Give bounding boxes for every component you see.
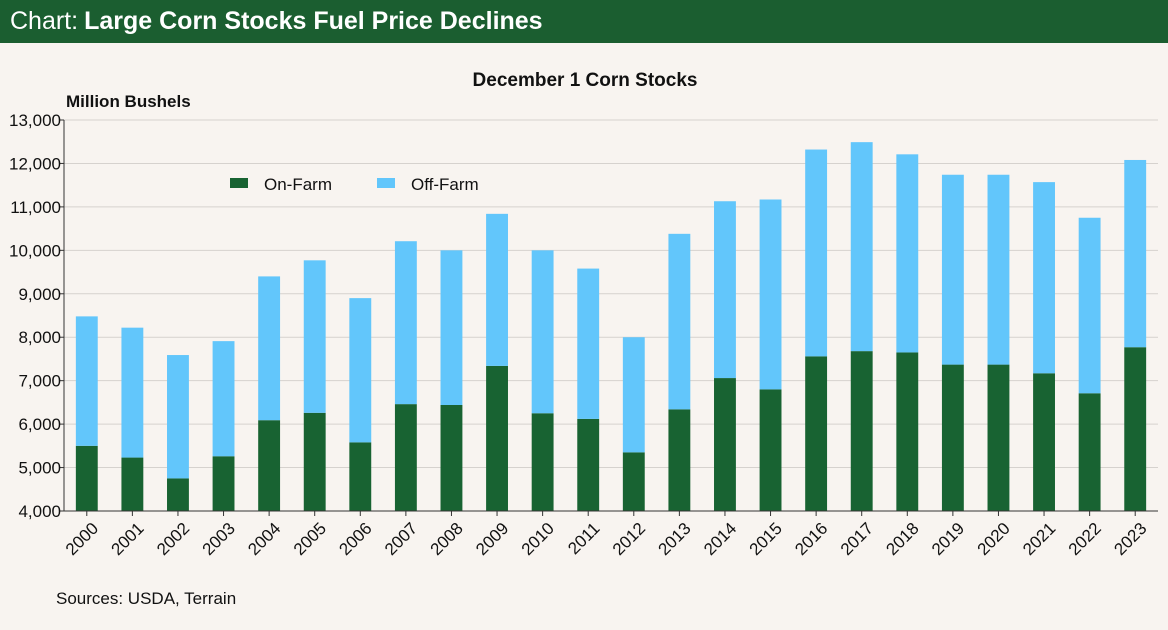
y-tick-label: 5,000 — [18, 459, 61, 478]
x-tick-label: 2006 — [335, 519, 375, 559]
bar-off-farm — [440, 250, 463, 405]
bar-on-farm — [1124, 347, 1147, 511]
bars — [75, 142, 1147, 511]
bar-off-farm — [1124, 159, 1147, 348]
bar-on-farm — [714, 378, 736, 511]
bar-on-farm — [349, 442, 372, 511]
x-tick-label: 2007 — [381, 519, 421, 559]
bar-on-farm — [805, 356, 828, 511]
y-axis-label: Million Bushels — [66, 92, 191, 111]
x-tick-label: 2005 — [290, 519, 330, 559]
bar-on-farm — [212, 456, 235, 511]
x-tick-label: 2020 — [974, 519, 1014, 559]
header-label: Chart: — [10, 7, 79, 35]
bar-off-farm — [1033, 182, 1055, 374]
bar-off-farm — [212, 341, 235, 457]
x-tick-label: 2001 — [108, 519, 148, 559]
bar-off-farm — [987, 174, 1010, 365]
bar-on-farm — [167, 478, 189, 511]
bar-off-farm — [75, 316, 98, 446]
source-note: Sources: USDA, Terrain — [56, 589, 237, 608]
y-tick-label: 7,000 — [18, 372, 61, 391]
bar-on-farm — [759, 389, 782, 511]
bar-on-farm — [987, 364, 1010, 511]
legend: On-Farm Off-Farm — [230, 175, 479, 194]
bar-off-farm — [349, 298, 372, 443]
bar-off-farm — [394, 241, 417, 405]
bar-off-farm — [622, 337, 645, 453]
x-tick-label: 2014 — [700, 519, 740, 559]
x-tick-label: 2004 — [244, 519, 284, 559]
bar-on-farm — [303, 412, 326, 511]
x-tick-label: 2017 — [837, 519, 877, 559]
bar-on-farm — [75, 445, 98, 511]
bar-off-farm — [668, 233, 691, 410]
bar-off-farm — [121, 327, 144, 458]
bar-on-farm — [622, 452, 645, 511]
bar-on-farm — [1033, 373, 1055, 511]
x-tick-label: 2016 — [791, 519, 831, 559]
y-tick-label: 4,000 — [18, 502, 61, 521]
bar-on-farm — [850, 351, 873, 511]
bar-off-farm — [303, 260, 326, 413]
bar-on-farm — [121, 457, 144, 511]
legend-label-off-farm: Off-Farm — [411, 175, 479, 194]
y-tick-label: 13,000 — [9, 111, 61, 130]
bar-on-farm — [531, 413, 554, 511]
bar-on-farm — [577, 418, 600, 511]
x-tick-label: 2019 — [928, 519, 968, 559]
bar-off-farm — [531, 250, 554, 414]
legend-swatch-on-farm — [230, 178, 248, 188]
legend-swatch-off-farm — [377, 178, 395, 188]
bar-on-farm — [258, 420, 281, 511]
bar-on-farm — [1078, 393, 1101, 511]
bar-on-farm — [394, 404, 417, 511]
bar-off-farm — [941, 174, 964, 365]
bar-on-farm — [486, 365, 508, 511]
bar-on-farm — [668, 409, 691, 511]
bar-off-farm — [805, 149, 828, 357]
y-tick-label: 10,000 — [9, 241, 61, 260]
bar-off-farm — [850, 142, 873, 352]
bar-off-farm — [1078, 217, 1101, 394]
y-tick-label: 11,000 — [10, 198, 61, 217]
grid-lines — [64, 119, 1158, 512]
bar-off-farm — [486, 213, 508, 366]
x-tick-label: 2022 — [1065, 519, 1105, 559]
bar-on-farm — [896, 352, 919, 511]
x-tick-label: 2008 — [427, 519, 467, 559]
bar-off-farm — [896, 154, 919, 353]
bar-on-farm — [440, 404, 463, 511]
x-tick-label: 2000 — [62, 519, 102, 559]
x-tick-label: 2002 — [153, 519, 193, 559]
y-tick-label: 12,000 — [9, 154, 61, 173]
x-tick-label: 2021 — [1019, 519, 1059, 559]
x-tick-label: 2009 — [472, 519, 512, 559]
bar-off-farm — [167, 355, 189, 479]
bar-on-farm — [941, 364, 964, 511]
x-tick-label: 2013 — [655, 519, 695, 559]
stacked-bar-chart: December 1 Corn Stocks Million Bushels 4… — [9, 70, 1158, 559]
x-tick-label: 2003 — [199, 519, 239, 559]
y-tick-label: 8,000 — [18, 328, 61, 347]
x-tick-label: 2010 — [518, 519, 558, 559]
header-title: Large Corn Stocks Fuel Price Declines — [84, 7, 543, 35]
x-tick-label: 2023 — [1110, 519, 1150, 559]
bar-off-farm — [258, 276, 281, 421]
x-tick-label: 2015 — [746, 519, 786, 559]
x-tick-label: 2012 — [609, 519, 649, 559]
chart-header: Chart: Large Corn Stocks Fuel Price Decl… — [0, 0, 1168, 43]
y-tick-label: 6,000 — [18, 415, 61, 434]
bar-off-farm — [577, 268, 600, 419]
chart-title: December 1 Corn Stocks — [473, 70, 698, 91]
x-tick-label: 2011 — [564, 519, 603, 558]
y-tick-label: 9,000 — [18, 285, 61, 304]
x-tick-label: 2018 — [882, 519, 922, 559]
bar-off-farm — [759, 199, 782, 390]
legend-label-on-farm: On-Farm — [264, 175, 332, 194]
bar-off-farm — [714, 201, 736, 379]
